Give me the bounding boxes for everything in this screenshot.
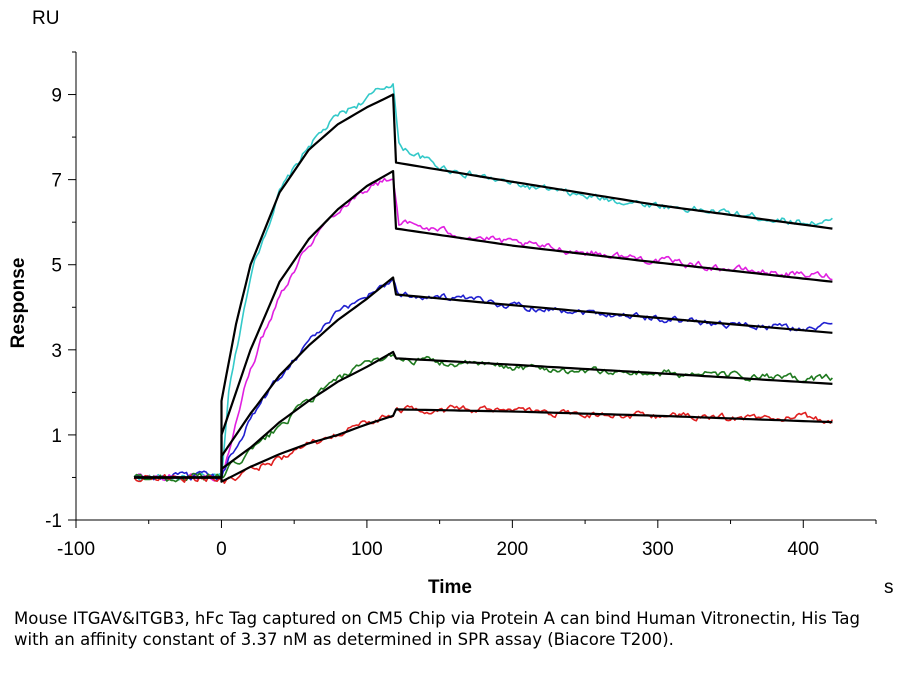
fit-curve-3 [134, 276, 833, 479]
y-tick-label: 3 [51, 341, 62, 362]
fit-curve-1 [134, 93, 833, 479]
x-tick-label: 200 [497, 539, 529, 560]
x-axis-unit: s [884, 577, 894, 598]
x-tick-label: 100 [351, 539, 383, 560]
x-tick-label: 400 [787, 539, 819, 560]
spr-sensorgram-chart: -1 1 3 5 7 9 -100 0 100 200 300 400 Response Time R… [8, 8, 894, 598]
fit-curve-5 [134, 408, 833, 483]
x-tick-label: 0 [216, 539, 227, 560]
measured-series-2 [134, 177, 833, 482]
y-tick-label: 1 [51, 426, 62, 447]
fit-curve-4 [134, 350, 833, 479]
x-tick-label: 300 [642, 539, 674, 560]
x-axis-title: Time [428, 577, 472, 598]
plot-area [133, 83, 834, 484]
fit-curve-2 [134, 170, 833, 479]
y-axis-title: Response [8, 258, 29, 349]
y-tick-label: -1 [45, 511, 62, 532]
y-axis-unit: RU [32, 8, 59, 29]
y-tick-label: 7 [51, 171, 62, 192]
y-tick-label: 9 [51, 86, 62, 107]
measured-series-4 [133, 353, 833, 483]
figure-caption: Mouse ITGAV&ITGB3, hFc Tag captured on C… [14, 609, 860, 649]
y-tick-label: 5 [51, 256, 62, 277]
axes: -1 1 3 5 7 9 -100 0 100 200 300 400 [45, 51, 877, 560]
measured-series-1 [133, 83, 833, 482]
x-tick-label: -100 [57, 539, 95, 560]
